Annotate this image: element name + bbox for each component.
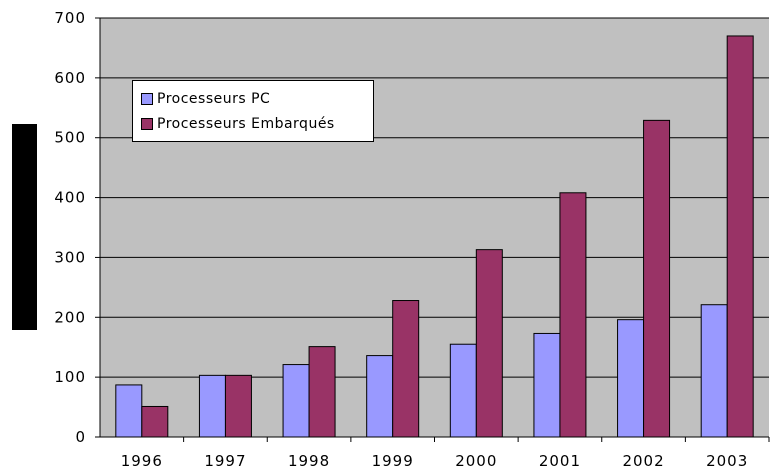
x-tick-label: 1998 <box>288 452 330 470</box>
legend-label-embedded: Processeurs Embarqués <box>157 115 335 132</box>
legend: Processeurs PC Processeurs Embarqués <box>132 80 374 142</box>
legend-swatch-embedded <box>141 117 153 130</box>
y-tick-label: 500 <box>54 129 86 147</box>
bar-pc-1996 <box>115 384 143 438</box>
bar-pc-2002 <box>617 319 645 438</box>
bar-pc-1997 <box>198 374 226 438</box>
x-tick-label: 1996 <box>121 452 163 470</box>
bar-embedded-2003 <box>726 35 754 438</box>
y-tick-label: 400 <box>54 189 86 207</box>
y-tick-label: 200 <box>54 308 86 326</box>
bar-embedded-1996 <box>141 405 169 438</box>
bar-pc-2001 <box>533 332 561 438</box>
x-tick-label: 2002 <box>622 452 664 470</box>
bar-embedded-2002 <box>643 119 671 438</box>
bar-pc-2000 <box>449 343 477 438</box>
y-axis: 0 100 200 300 400 500 600 700 <box>54 9 100 446</box>
legend-swatch-pc <box>141 92 153 105</box>
x-axis: 1996 1997 1998 1999 2000 2001 2002 2003 <box>121 437 770 470</box>
bar-pc-1998 <box>282 364 310 438</box>
y-tick-label: 300 <box>54 248 86 266</box>
bar-embedded-1999 <box>392 300 420 438</box>
legend-item-pc: Processeurs PC <box>141 86 373 111</box>
y-tick-label: 600 <box>54 69 86 87</box>
bar-embedded-2001 <box>559 192 587 438</box>
bar-pc-2003 <box>700 304 728 438</box>
bar-pc-1999 <box>366 355 394 438</box>
x-tick-label: 2001 <box>539 452 581 470</box>
y-tick-label: 100 <box>54 368 86 386</box>
x-tick-label: 1997 <box>204 452 246 470</box>
legend-item-embedded: Processeurs Embarqués <box>141 111 373 136</box>
y-tick-label: 0 <box>75 428 86 446</box>
x-tick-label: 2000 <box>455 452 497 470</box>
x-tick-label: 2003 <box>706 452 748 470</box>
legend-label-pc: Processeurs PC <box>157 90 271 107</box>
bar-embedded-1997 <box>224 374 252 438</box>
bar-embedded-1998 <box>308 346 336 438</box>
redaction-bar <box>12 124 37 330</box>
bar-embedded-2000 <box>475 249 503 438</box>
y-tick-label: 700 <box>54 9 86 27</box>
x-tick-label: 1999 <box>372 452 414 470</box>
